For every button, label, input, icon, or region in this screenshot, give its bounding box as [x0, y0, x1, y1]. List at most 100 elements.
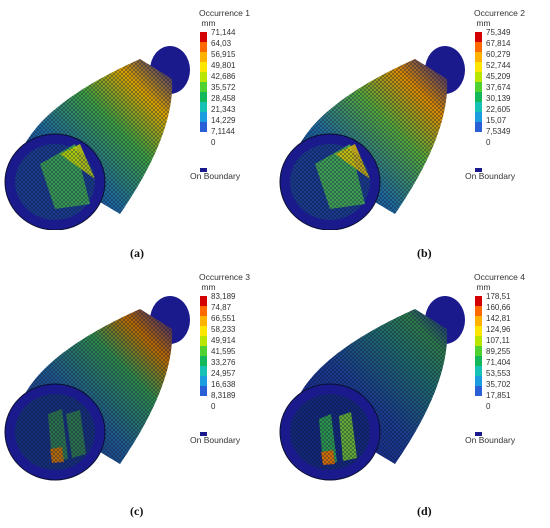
legend-color-step: [475, 82, 482, 92]
legend-color-step: [200, 326, 207, 336]
boundary-swatch: [475, 168, 482, 172]
legend-tick-label: 52,744: [486, 61, 511, 70]
legend-color-step: [200, 122, 207, 132]
legend-tick-label: 17,851: [486, 391, 511, 400]
legend-ticks: 178,51 160,66 142,81 124,96 107,11 89,255 71,4…: [486, 292, 510, 413]
color-legend: Occurrence 2 mm 75,349 67,814 60,279 52,744…: [461, 8, 550, 181]
legend-tick-label: 107,11: [486, 336, 510, 345]
boundary-swatch: [200, 168, 207, 172]
legend-color-step: [475, 356, 482, 366]
legend-unit: mm: [476, 282, 491, 292]
boundary-swatch: [200, 432, 207, 436]
legend-tick-label: 24,957: [211, 369, 236, 378]
displacement-model-d: [279, 296, 465, 481]
legend-unit: mm: [476, 18, 491, 28]
legend-tick-label: 35,702: [486, 380, 511, 389]
legend-color-step: [475, 62, 482, 72]
legend-boundary-label: On Boundary: [465, 435, 516, 445]
legend-color-step: [200, 336, 207, 346]
legend-tick-label: 35,572: [211, 83, 236, 92]
legend-tick-label: 21,343: [211, 105, 236, 114]
legend-tick-label: 0: [486, 402, 491, 411]
legend-color-step: [475, 366, 482, 376]
legend-tick-label: 74,87: [211, 303, 232, 312]
legend-tick-label: 83,189: [211, 292, 236, 301]
legend-tick-label: 178,51: [486, 292, 511, 301]
legend-color-step: [200, 42, 207, 52]
color-legend: Occurrence 1 mm 71,144 64,03 56,915 49,801 4…: [186, 8, 276, 181]
legend-boundary-label: On Boundary: [190, 171, 241, 181]
legend-tick-label: 160,66: [486, 303, 511, 312]
legend-color-step: [200, 376, 207, 386]
legend-tick-label: 124,96: [486, 325, 511, 334]
legend-color-step: [200, 356, 207, 366]
legend-color-step: [475, 306, 482, 316]
legend-color-step: [200, 112, 207, 122]
legend-unit: mm: [201, 282, 216, 292]
legend-tick-label: 66,551: [211, 314, 236, 323]
legend-color-step: [475, 42, 482, 52]
legend-color-step: [200, 92, 207, 102]
panel-caption: (d): [417, 504, 432, 518]
legend-color-step: [475, 32, 482, 42]
legend-tick-label: 49,914: [211, 336, 236, 345]
legend-color-step: [475, 336, 482, 346]
legend-tick-label: 142,81: [486, 314, 511, 323]
legend-color-step: [475, 102, 482, 112]
legend-color-step: [200, 62, 207, 72]
legend-color-step: [200, 102, 207, 112]
legend-tick-label: 28,458: [211, 94, 236, 103]
legend-color-step: [475, 346, 482, 356]
panel-caption: (b): [417, 246, 432, 260]
legend-tick-label: 0: [211, 402, 216, 411]
legend-color-step: [475, 72, 482, 82]
legend-tick-label: 37,674: [486, 83, 511, 92]
displacement-model-c: [4, 296, 190, 481]
legend-ticks: 75,349 67,814 60,279 52,744 45,209 37,674 30,1…: [486, 28, 510, 149]
legend-tick-label: 75,349: [486, 28, 511, 37]
legend-tick-label: 64,03: [211, 39, 232, 48]
legend-color-step: [200, 346, 207, 356]
legend-tick-label: 42,686: [211, 72, 236, 81]
legend-tick-label: 7,5349: [486, 127, 511, 136]
legend-color-bar: [475, 296, 482, 406]
legend-tick-label: 0: [486, 138, 491, 147]
legend-ticks: 83,189 74,87 66,551 58,233 49,914 41,595 33,27…: [211, 292, 235, 413]
panel-caption: (c): [130, 504, 144, 518]
legend-color-step: [475, 326, 482, 336]
legend-tick-label: 30,139: [486, 94, 511, 103]
legend-color-step: [200, 306, 207, 316]
legend-tick-label: 8,3189: [211, 391, 236, 400]
legend-color-step: [200, 32, 207, 42]
legend-boundary-label: On Boundary: [465, 171, 516, 181]
legend-ticks: 71,144 64,03 56,915 49,801 42,686 35,572 28,45…: [211, 28, 235, 149]
legend-color-step: [200, 72, 207, 82]
legend-tick-label: 71,404: [486, 358, 511, 367]
boundary-swatch: [475, 432, 482, 436]
legend-color-step: [475, 376, 482, 386]
legend-tick-label: 53,553: [486, 369, 511, 378]
legend-color-step: [475, 112, 482, 122]
legend-color-step: [200, 52, 207, 62]
legend-color-step: [200, 296, 207, 306]
legend-tick-label: 71,144: [211, 28, 236, 37]
legend-unit: mm: [201, 18, 216, 28]
legend-boundary-label: On Boundary: [190, 435, 241, 445]
legend-tick-label: 41,595: [211, 347, 236, 356]
legend-tick-label: 16,638: [211, 380, 236, 389]
legend-tick-label: 15,07: [486, 116, 507, 125]
legend-title: Occurrence 2: [473, 8, 525, 18]
panel-caption: (a): [130, 246, 144, 260]
legend-tick-label: 14,229: [211, 116, 236, 125]
legend-color-step: [475, 316, 482, 326]
legend-color-step: [200, 316, 207, 326]
legend-color-bar: [475, 32, 482, 142]
legend-tick-label: 60,279: [486, 50, 511, 59]
legend-tick-label: 7,1144: [211, 127, 235, 136]
legend-color-step: [475, 296, 482, 306]
legend-tick-label: 0: [211, 138, 216, 147]
legend-title: Occurrence 1: [198, 8, 250, 18]
legend-color-step: [475, 386, 482, 396]
legend-title: Occurrence 3: [198, 272, 250, 282]
legend-tick-label: 56,915: [211, 50, 236, 59]
